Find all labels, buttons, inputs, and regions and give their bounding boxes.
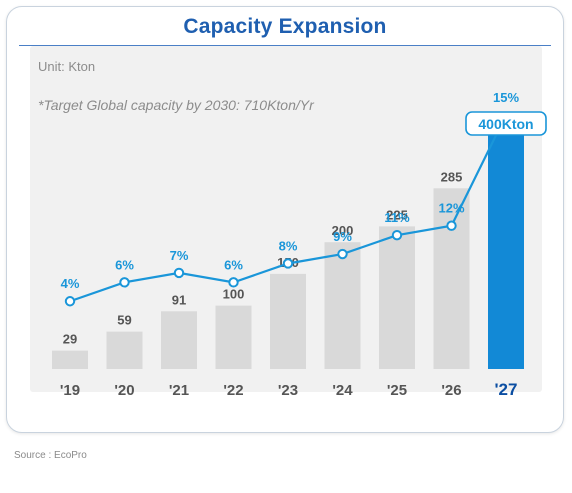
x-tick-label: '23 [278,382,298,399]
line-point [173,267,185,279]
line-point [64,296,76,307]
source-caption: Source : EcoPro [14,450,87,461]
x-tick-label: '20 [114,382,134,399]
callout-box [465,111,547,136]
bar [433,188,470,369]
bar-value-label: 91 [172,292,186,307]
bar-value-label: 285 [441,169,463,184]
x-tick-label: '24 [332,382,353,399]
x-tick-label: '27 [495,380,518,399]
bar-value-label: 100 [223,287,245,302]
pct-label: 8% [279,238,298,253]
x-tick-label: '25 [387,382,407,399]
line-point [282,258,294,269]
bar [106,331,143,369]
x-tick-label: '19 [60,382,80,399]
unit-label: Unit: Kton [38,59,96,74]
line-point [446,220,457,231]
bar [52,350,88,369]
pct-label: 6% [115,257,134,272]
line-point [228,277,239,288]
line-point [337,248,348,260]
pct-label: 9% [333,229,352,244]
x-tick-label: '22 [223,382,243,399]
x-tick-label: '26 [441,382,461,399]
bar [324,242,361,369]
line-point [119,277,130,288]
title-divider [19,45,551,46]
pct-label: 4% [61,276,80,291]
pct-label: 15% [493,90,519,105]
chart-title: Capacity Expansion [183,15,387,38]
bar [270,273,306,369]
bar [488,117,524,369]
bar [379,226,415,369]
x-tick-label: '21 [169,382,189,399]
bar-value-label: 200 [332,223,354,238]
bar-value-label: 29 [63,332,77,347]
bar-value-label: 225 [386,207,408,222]
bar [161,311,197,369]
bar-value-label: 59 [117,313,131,328]
pct-label: 7% [170,248,189,263]
bar [215,305,252,369]
target-note: *Target Global capacity by 2030: 710Kton… [38,97,314,113]
callout-label: 400Kton [478,116,533,132]
line-point [391,229,403,241]
pct-label: 12% [438,201,464,216]
pct-label: 6% [224,257,243,272]
pct-label: 11% [384,210,410,225]
